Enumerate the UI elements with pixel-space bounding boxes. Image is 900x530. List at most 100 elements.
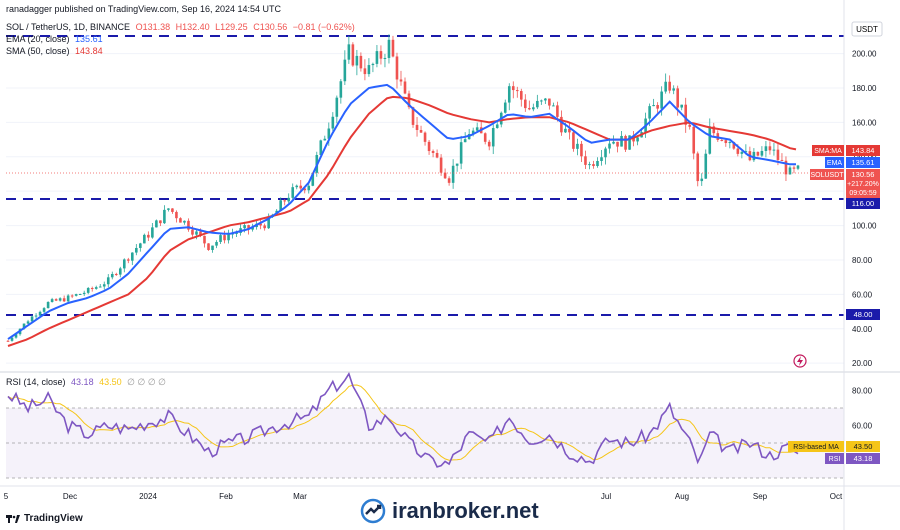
candle-body bbox=[22, 323, 26, 329]
candle-body bbox=[584, 156, 587, 165]
candle-body bbox=[556, 105, 559, 117]
candle-body bbox=[291, 187, 295, 198]
candle-body bbox=[736, 148, 740, 154]
candle-body bbox=[676, 88, 679, 108]
symbol-legend[interactable]: SOL / TetherUS, 1D, BINANCE O131.38 H132… bbox=[6, 22, 358, 33]
svg-text:143.84: 143.84 bbox=[852, 146, 875, 155]
candle-body bbox=[503, 102, 507, 113]
candle-body bbox=[331, 116, 335, 129]
candle-body bbox=[696, 153, 700, 182]
candle-body bbox=[395, 56, 399, 80]
candle-body bbox=[784, 160, 788, 175]
candle-body bbox=[608, 143, 611, 149]
sma-tag: SMA:MA 143.84 bbox=[812, 145, 880, 156]
svg-text:09:05:59: 09:05:59 bbox=[849, 190, 876, 197]
candle-body bbox=[143, 234, 146, 244]
candle-body bbox=[106, 277, 110, 285]
candle-body bbox=[604, 148, 607, 158]
candle-body bbox=[343, 59, 347, 82]
svg-text:EMA: EMA bbox=[827, 160, 843, 167]
candle-body bbox=[776, 149, 780, 160]
candle-body bbox=[251, 227, 254, 230]
candle-body bbox=[151, 227, 154, 238]
candle-body bbox=[187, 220, 190, 230]
candle-body bbox=[636, 137, 639, 142]
candle-body bbox=[483, 133, 487, 142]
candle-body bbox=[568, 128, 571, 133]
data-window-icon[interactable] bbox=[793, 354, 807, 368]
candle-body bbox=[78, 293, 82, 295]
candle-body bbox=[475, 127, 479, 131]
candle-body bbox=[38, 311, 42, 316]
candle-body bbox=[411, 107, 415, 125]
candle-body bbox=[98, 286, 102, 288]
ema-legend-value: 135.61 bbox=[75, 34, 103, 44]
currency-button[interactable] bbox=[851, 21, 883, 37]
candle-body bbox=[548, 98, 551, 106]
candle-body bbox=[235, 232, 238, 234]
symbol-name[interactable]: SOL / TetherUS, 1D, BINANCE bbox=[6, 22, 131, 32]
candle-body bbox=[303, 188, 307, 191]
candle-body bbox=[704, 153, 708, 179]
rsi-legend[interactable]: RSI (14, close) 43.18 43.50 ∅ ∅ ∅ ∅ bbox=[6, 377, 169, 388]
candle-body bbox=[616, 141, 619, 147]
candle-body bbox=[431, 151, 435, 153]
candle-body bbox=[70, 295, 74, 297]
high-value: H132.40 bbox=[175, 22, 210, 32]
candle-body bbox=[319, 140, 323, 156]
sma-50-line bbox=[7, 95, 797, 347]
candle-body bbox=[30, 316, 34, 322]
candle-body bbox=[447, 178, 451, 183]
candle-body bbox=[90, 288, 94, 290]
candle-body bbox=[564, 128, 567, 133]
svg-text:116.00: 116.00 bbox=[852, 199, 874, 208]
time-axis[interactable]: 5 Dec 2024 Feb Mar Jul Aug Sep Oct bbox=[4, 492, 843, 501]
svg-text:135.61: 135.61 bbox=[852, 158, 875, 167]
candle-body bbox=[528, 108, 531, 110]
candle-body bbox=[283, 200, 286, 202]
candle-body bbox=[387, 39, 391, 58]
rsi-tick-label: 60.00 bbox=[852, 422, 873, 431]
time-tick-label: Jul bbox=[601, 492, 611, 501]
rsi-legend-label: RSI (14, close) bbox=[6, 377, 66, 387]
candle-body bbox=[656, 105, 659, 109]
time-tick-label: 5 bbox=[4, 492, 9, 501]
candle-body bbox=[580, 143, 583, 157]
candle-body bbox=[728, 142, 732, 144]
candle-body bbox=[139, 243, 142, 248]
candle-body bbox=[14, 334, 18, 338]
candle-body bbox=[624, 135, 627, 150]
candle-body bbox=[183, 220, 186, 223]
candle-body bbox=[199, 231, 202, 236]
candle-body bbox=[612, 141, 615, 144]
svg-text:48.00: 48.00 bbox=[854, 310, 873, 319]
tradingview-logo[interactable]: TradingView bbox=[6, 513, 83, 524]
ema-legend[interactable]: EMA (20, close) 135.61 bbox=[6, 34, 106, 45]
candle-body bbox=[772, 149, 776, 151]
candle-body bbox=[732, 142, 736, 149]
candle-body bbox=[600, 157, 603, 162]
candle-body bbox=[327, 128, 331, 139]
svg-text:SMA:MA: SMA:MA bbox=[814, 148, 842, 155]
candle-body bbox=[407, 93, 411, 108]
time-tick-label: Sep bbox=[753, 492, 768, 501]
candle-body bbox=[391, 39, 395, 57]
candle-body bbox=[58, 298, 62, 301]
candle-body bbox=[359, 55, 363, 69]
candle-body bbox=[511, 86, 515, 91]
candle-body bbox=[259, 223, 262, 226]
candle-body bbox=[764, 146, 768, 151]
candle-body bbox=[363, 68, 367, 75]
candle-body bbox=[335, 97, 339, 117]
svg-text:43.50: 43.50 bbox=[854, 442, 873, 451]
price-tick-label: 160.00 bbox=[852, 118, 877, 127]
publisher-line: ranadagger published on TradingView.com,… bbox=[6, 4, 282, 14]
candle-body bbox=[419, 130, 423, 133]
candle-body bbox=[267, 216, 270, 229]
candle-body bbox=[371, 63, 375, 66]
price-tick-label: 180.00 bbox=[852, 84, 877, 93]
candle-body bbox=[552, 105, 555, 107]
sma-legend[interactable]: SMA (50, close) 143.84 bbox=[6, 46, 106, 57]
candle-body bbox=[532, 107, 535, 110]
